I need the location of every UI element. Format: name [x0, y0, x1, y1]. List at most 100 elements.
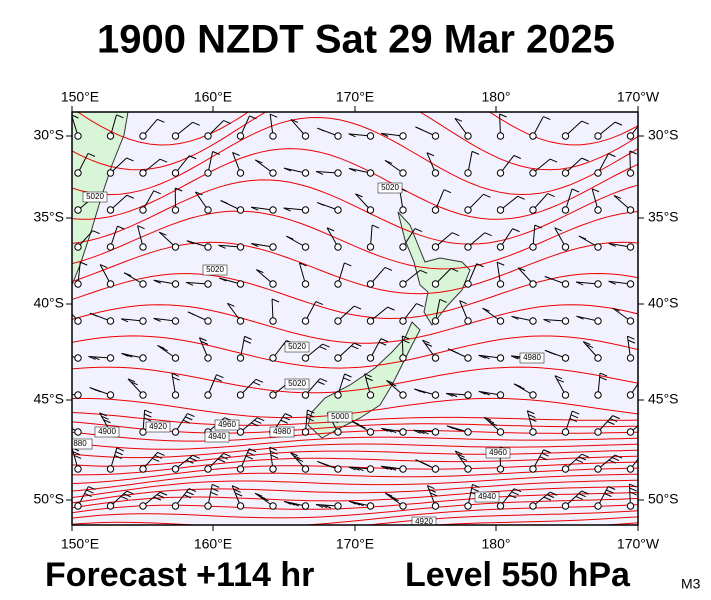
station [74, 206, 82, 214]
station [464, 169, 472, 177]
station [139, 465, 147, 473]
station [301, 243, 310, 251]
barb-flag [250, 206, 259, 211]
barb-flag [175, 187, 183, 192]
contour-label: 4980 [273, 427, 291, 436]
station [496, 132, 505, 140]
barb-flag [517, 385, 525, 390]
barb-flag [529, 417, 537, 422]
barb-flag [352, 466, 360, 471]
station [204, 243, 212, 251]
station [431, 317, 440, 325]
barb-flag [443, 189, 452, 194]
barb-flag [290, 119, 299, 123]
barb-flag [123, 493, 131, 498]
barb-flag [643, 377, 650, 380]
contour-label-box [82, 191, 108, 203]
station [74, 391, 82, 399]
barb-flag [629, 483, 637, 488]
station [301, 169, 310, 177]
barb-flag [608, 242, 616, 247]
station [269, 132, 277, 140]
contour-label-box [214, 419, 240, 431]
barb-flag [608, 153, 616, 158]
contour-line [72, 455, 638, 476]
barb-flag [223, 120, 231, 124]
barb-flag [290, 452, 298, 457]
contour-line [72, 491, 638, 514]
barb-flag [284, 413, 293, 418]
barb-flag [283, 500, 292, 505]
barb-flag [123, 272, 132, 277]
station [431, 465, 440, 473]
station [269, 206, 277, 214]
barb-flag [380, 465, 389, 470]
station [431, 206, 440, 214]
barb-flag [258, 495, 266, 500]
station [139, 354, 147, 362]
station [236, 169, 245, 177]
contour-label-box [72, 438, 93, 450]
barb-flag [483, 416, 492, 421]
barb-flag [116, 114, 124, 119]
station [301, 465, 310, 473]
barb-flag [343, 377, 351, 382]
barb-flag [286, 235, 294, 240]
barb-flag [185, 281, 194, 286]
barb-flag [599, 372, 608, 377]
contour-line [72, 210, 638, 270]
station [496, 206, 505, 214]
station [464, 206, 472, 214]
station [594, 243, 602, 251]
contour-label: 4980 [523, 353, 541, 362]
station [626, 243, 635, 251]
barb-flag [627, 335, 635, 340]
station [171, 428, 180, 436]
barb-flag [254, 419, 262, 424]
barb-flag [422, 339, 430, 344]
barb-flag [609, 418, 618, 423]
lon-label: 170°E [336, 536, 374, 552]
barb-flag [348, 466, 356, 471]
station [334, 354, 342, 362]
barb-flag [513, 155, 522, 159]
barb-flag [73, 455, 82, 459]
barb-flag [591, 188, 600, 193]
barb-flag [160, 347, 168, 352]
station [269, 317, 277, 325]
barb-flag [569, 418, 577, 423]
barb-flag [137, 225, 145, 230]
station [269, 502, 277, 510]
barb-flag [607, 421, 615, 425]
station [269, 280, 277, 288]
barb-flag [80, 261, 88, 266]
station [431, 502, 440, 510]
station [106, 465, 115, 473]
barb-flag [144, 413, 152, 418]
barb-flag [254, 492, 263, 497]
contour-line [364, 510, 638, 525]
station [106, 132, 115, 140]
barb-flag [478, 390, 487, 395]
station [366, 465, 375, 473]
station [139, 317, 147, 325]
barb-flag [232, 152, 240, 156]
station [464, 465, 472, 473]
barb-flag [189, 457, 197, 462]
barb-flag [199, 337, 207, 342]
barb-flag [575, 459, 584, 463]
barb-flag [451, 350, 459, 354]
contour-label: 5020 [86, 192, 104, 201]
barb-flag [72, 451, 81, 456]
barb-flag [541, 452, 549, 457]
barb-flag [648, 418, 655, 421]
station [171, 465, 180, 473]
contour-line [72, 449, 638, 467]
barb-flag [120, 495, 129, 500]
barb-flag [543, 116, 551, 121]
barb-flag [249, 115, 257, 120]
barb-flag [217, 458, 226, 463]
station [334, 206, 342, 214]
contour-label-box [411, 516, 437, 525]
barb-flag [499, 113, 507, 118]
